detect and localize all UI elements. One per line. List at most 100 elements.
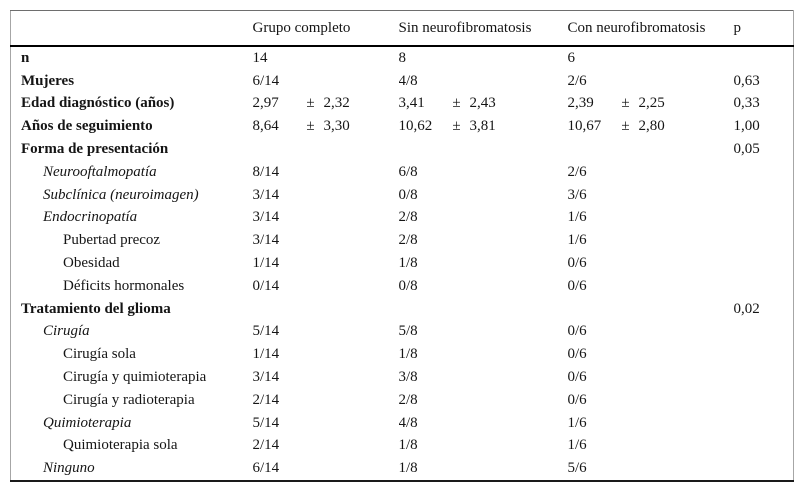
cell-value: 1/8 (398, 255, 418, 272)
mean-value: 2,97 (252, 95, 279, 112)
value-cell: 5/14 (253, 412, 399, 435)
cell-value: 1/6 (567, 232, 587, 249)
value-cell: 10,62 ±3,81 (399, 115, 568, 138)
value-cell: 6/14 (253, 457, 399, 481)
cell-value: 1/8 (398, 460, 418, 477)
mean-sd-group: 2,97 ±2,32 (253, 95, 399, 112)
value-cell: 1/8 (399, 457, 568, 481)
table-row: Mujeres 6/14 4/8 2/6 0,63 (11, 70, 794, 93)
row-label-cell: Pubertad precoz (11, 229, 253, 252)
p-value-cell: 0,33 (734, 93, 794, 116)
row-label: Forma de presentación (21, 141, 169, 158)
mean-value: 3,41 (398, 95, 425, 112)
value-cell (253, 138, 399, 161)
p-value-cell (734, 457, 794, 481)
table-row: Déficits hormonales 0/14 0/8 0/6 (11, 275, 794, 298)
table-row: Edad diagnóstico (años) 2,97 ±2,32 3,41 ±2,4… (11, 93, 794, 116)
cell-value: 1/8 (398, 346, 418, 363)
table-row: Endocrinopatía 3/14 2/8 1/6 (11, 207, 794, 230)
value-cell: 4/8 (399, 70, 568, 93)
mean-sd-group: 10,62 ±3,81 (399, 118, 568, 135)
table-row: Neurooftalmopatía 8/14 6/8 2/6 (11, 161, 794, 184)
mean-sd-group: 8,64 ±3,30 (253, 118, 399, 135)
value-cell: 1/6 (568, 435, 734, 458)
value-cell: 6 (568, 46, 734, 70)
cell-value: 5/14 (252, 323, 280, 340)
value-cell: 5/8 (399, 321, 568, 344)
p-value-cell (734, 161, 794, 184)
cell-value: 1/14 (252, 346, 280, 363)
row-label: Pubertad precoz (63, 232, 161, 249)
value-cell: 2,97 ±2,32 (253, 93, 399, 116)
mean-value: 2,39 (567, 95, 594, 112)
row-label-cell: Endocrinopatía (11, 207, 253, 230)
p-value-cell (734, 275, 794, 298)
cell-value: 2/8 (398, 232, 418, 249)
value-cell: 2/6 (568, 70, 734, 93)
sd-value: 2,43 (469, 95, 496, 112)
value-cell: 3/14 (253, 229, 399, 252)
value-cell: 3/14 (253, 366, 399, 389)
value-cell: 3/8 (399, 366, 568, 389)
sd-value: 2,25 (638, 95, 665, 112)
p-value-cell: 0,02 (734, 298, 794, 321)
cell-value: 8 (398, 49, 407, 66)
value-cell: 0/8 (399, 184, 568, 207)
value-cell: 1/14 (253, 343, 399, 366)
sd-value: 2,80 (638, 118, 665, 135)
cell-value: 0/6 (567, 323, 587, 340)
cell-value: 2/6 (567, 72, 587, 89)
p-value-cell: 1,00 (734, 115, 794, 138)
mean-sd-group: 2,39 ±2,25 (568, 95, 734, 112)
mean-value: 8,64 (252, 118, 279, 135)
patient-characteristics-table: Grupo completo Sin neurofibromatosis Con… (10, 10, 794, 483)
cell-value: 3/14 (252, 369, 280, 386)
row-label: Endocrinopatía (43, 209, 138, 226)
cell-value: 8/14 (252, 163, 280, 180)
table-row: Quimioterapia sola 2/14 1/8 1/6 (11, 435, 794, 458)
cell-value: 1/6 (567, 209, 587, 226)
row-label-cell: Cirugía (11, 321, 253, 344)
cell-value: 4/8 (398, 414, 418, 431)
table-row: n 14 8 6 (11, 46, 794, 70)
p-value-cell: 0,63 (734, 70, 794, 93)
value-cell: 0/6 (568, 275, 734, 298)
plus-minus-sign: ± (306, 95, 315, 112)
value-cell: 2,39 ±2,25 (568, 93, 734, 116)
value-cell: 0/6 (568, 366, 734, 389)
p-value-cell (734, 46, 794, 70)
cell-value: 3/14 (252, 186, 280, 203)
cell-value: 2/14 (252, 391, 280, 408)
row-label: Déficits hormonales (63, 277, 185, 294)
plus-minus-sign: ± (452, 118, 461, 135)
cell-value: 2/8 (398, 391, 418, 408)
value-cell: 1/6 (568, 207, 734, 230)
value-cell: 0/6 (568, 343, 734, 366)
cell-value: 1/6 (567, 414, 587, 431)
p-value-cell (734, 412, 794, 435)
value-cell: 1/6 (568, 412, 734, 435)
value-cell: 1/8 (399, 343, 568, 366)
value-cell (399, 298, 568, 321)
row-label: Ninguno (43, 460, 95, 477)
value-cell: 8,64 ±3,30 (253, 115, 399, 138)
value-cell: 10,67 ±2,80 (568, 115, 734, 138)
row-label-cell: Obesidad (11, 252, 253, 275)
p-value: 0,63 (733, 72, 760, 89)
cell-value: 1/6 (567, 437, 587, 454)
cell-value: 5/6 (567, 460, 587, 477)
cell-value: 0/6 (567, 369, 587, 386)
row-label: Neurooftalmopatía (43, 163, 157, 180)
value-cell: 2/8 (399, 389, 568, 412)
row-label-cell: Ninguno (11, 457, 253, 481)
row-label-cell: Cirugía y quimioterapia (11, 366, 253, 389)
cell-value: 5/8 (398, 323, 418, 340)
value-cell: 3,41 ±2,43 (399, 93, 568, 116)
value-cell: 2/8 (399, 207, 568, 230)
row-label: Cirugía (43, 323, 90, 340)
row-label-cell: Mujeres (11, 70, 253, 93)
row-label-cell: Edad diagnóstico (años) (11, 93, 253, 116)
value-cell: 3/6 (568, 184, 734, 207)
cell-value: 0/8 (398, 277, 418, 294)
value-cell: 4/8 (399, 412, 568, 435)
